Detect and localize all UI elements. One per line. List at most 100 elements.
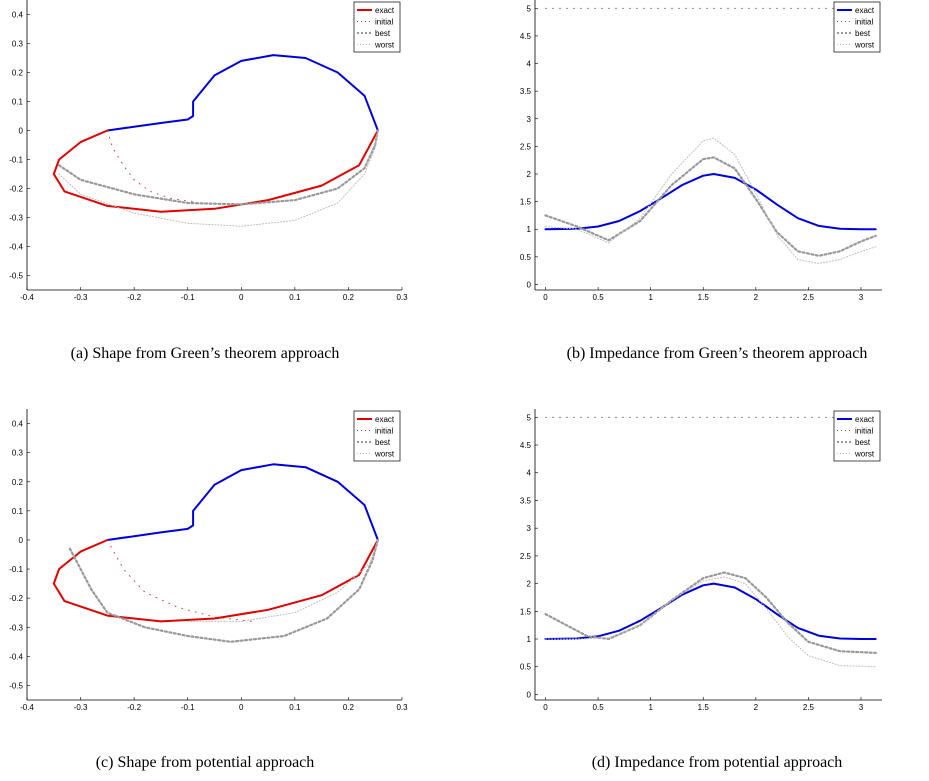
series-worst: [545, 137, 877, 264]
x-tick-label: 2.5: [803, 293, 815, 302]
y-tick-label: 0.4: [12, 11, 24, 20]
y-tick-label: 0: [19, 127, 24, 136]
legend-label-best: best: [375, 29, 391, 38]
x-tick-label: -0.1: [181, 703, 195, 712]
x-tick-label: -0.2: [127, 293, 141, 302]
y-tick-label: 1.5: [520, 198, 532, 207]
x-tick-label: 0: [239, 703, 244, 712]
y-tick-label: 0: [527, 280, 532, 289]
x-tick-label: 0.5: [593, 293, 605, 302]
legend-label-worst: worst: [854, 41, 875, 50]
y-tick-label: 4.5: [520, 32, 532, 41]
x-tick-label: 0.3: [396, 293, 408, 302]
y-tick-label: 1: [527, 635, 532, 644]
x-tick-label: 0.2: [343, 703, 355, 712]
y-tick-label: 0.2: [12, 69, 24, 78]
x-tick-label: 1.5: [698, 293, 710, 302]
panel-caption: (d) Impedance from potential approach: [592, 754, 843, 771]
panel-caption: (a) Shape from Green’s theorem approach: [71, 345, 340, 362]
x-tick-label: 3: [859, 293, 864, 302]
legend-label-exact: exact: [375, 6, 395, 15]
series-exact-upper: [106, 463, 379, 541]
series-exact-lower: [52, 539, 379, 623]
y-tick-label: 0.5: [520, 253, 532, 262]
y-tick-label: 5: [527, 413, 532, 422]
x-tick-label: -0.3: [74, 293, 88, 302]
panel-caption: (c) Shape from potential approach: [96, 754, 315, 771]
y-tick-label: 3: [527, 524, 532, 533]
legend: exact initial best worst: [353, 410, 401, 462]
panel-caption: (b) Impedance from Green’s theorem appro…: [567, 345, 868, 362]
x-tick-label: 0: [543, 703, 548, 712]
y-tick-label: 0.3: [12, 40, 24, 49]
x-tick-label: 3: [859, 703, 864, 712]
y-tick-label: 5: [527, 4, 532, 13]
y-tick-label: -0.1: [9, 565, 23, 574]
x-tick-label: -0.4: [20, 293, 34, 302]
y-tick-label: 3.5: [520, 496, 532, 505]
y-tick-label: -0.4: [9, 243, 23, 252]
series-best: [57, 129, 379, 206]
legend-label-best: best: [375, 438, 391, 447]
legend: exact initial best worst: [353, 1, 401, 53]
legend: exact initial best worst: [833, 410, 881, 462]
y-tick-label: 0: [19, 536, 24, 545]
y-tick-label: -0.2: [9, 594, 23, 603]
series-worst: [58, 130, 379, 227]
y-tick-label: 0.5: [520, 663, 532, 672]
y-tick-label: 2: [527, 170, 532, 179]
x-tick-label: 0.1: [289, 703, 301, 712]
panel-4: 0 0.5 1 1.5 2 2.5 3 5 4.5 4 3.5 3 2.5 2 1.5 1 0.5 0 exact i…: [520, 409, 882, 771]
y-tick-label: 2.5: [520, 142, 532, 151]
y-tick-label: -0.1: [9, 156, 23, 165]
y-tick-label: 0.2: [12, 478, 24, 487]
y-tick-label: 4.5: [520, 441, 532, 450]
y-tick-label: 0.1: [12, 98, 24, 107]
x-tick-label: -0.4: [20, 703, 34, 712]
x-tick-label: 0.5: [593, 703, 605, 712]
x-tick-label: 2: [754, 703, 759, 712]
series-initial: [106, 539, 253, 622]
y-tick-label: -0.4: [9, 652, 23, 661]
y-tick-label: 2.5: [520, 552, 532, 561]
y-tick-label: -0.5: [9, 681, 23, 690]
x-tick-label: 1.5: [698, 703, 710, 712]
series-worst: [187, 539, 379, 622]
y-tick-label: -0.3: [9, 214, 23, 223]
series-exact: [544, 582, 877, 640]
series-exact-lower: [52, 129, 379, 213]
legend-label-worst: worst: [374, 450, 395, 459]
panel-1: -0.4 -0.3 -0.2 -0.1 0 0.1 0.2 0.3 0.4 0.3 0.2 0.1 0 -…: [9, 0, 408, 362]
y-tick-label: 0.1: [12, 507, 24, 516]
y-tick-label: -0.3: [9, 623, 23, 632]
legend-label-initial: initial: [855, 427, 873, 436]
x-tick-label: 0: [543, 293, 548, 302]
legend-label-initial: initial: [375, 427, 393, 436]
y-tick-label: -0.2: [9, 185, 23, 194]
legend-label-best: best: [855, 29, 871, 38]
y-tick-label: -0.5: [9, 272, 23, 281]
x-tick-label: -0.3: [74, 703, 88, 712]
legend-label-exact: exact: [855, 415, 875, 424]
panel-2: 0 0.5 1 1.5 2 2.5 3 5 4.5 4 3.5 3 2.5 2 1.5 1 0.5 0 exact i…: [520, 0, 882, 362]
y-tick-label: 4: [527, 60, 532, 69]
y-tick-label: 4: [527, 469, 532, 478]
legend-label-best: best: [855, 438, 871, 447]
legend-label-exact: exact: [855, 6, 875, 15]
x-tick-label: 2: [754, 293, 759, 302]
series-best: [544, 156, 877, 257]
series-exact: [544, 173, 877, 231]
x-tick-label: -0.2: [127, 703, 141, 712]
y-tick-label: 3: [527, 115, 532, 124]
x-tick-label: -0.1: [181, 293, 195, 302]
y-tick-label: 0.4: [12, 420, 24, 429]
series-best: [544, 571, 877, 655]
series-initial: [106, 130, 194, 202]
series-worst: [545, 576, 877, 668]
legend-label-worst: worst: [374, 41, 395, 50]
x-tick-label: 1: [648, 293, 653, 302]
series-exact-upper: [106, 54, 379, 132]
y-tick-label: 1.5: [520, 607, 532, 616]
x-tick-label: 0: [239, 293, 244, 302]
